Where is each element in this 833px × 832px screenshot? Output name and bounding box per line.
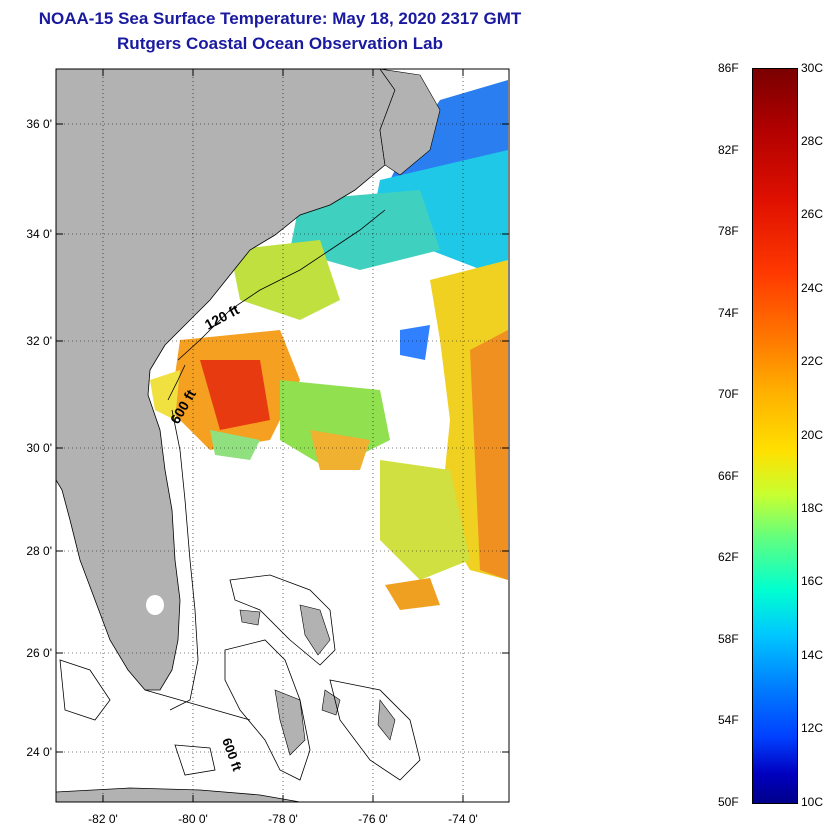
colorbar-c-24: 24C <box>801 281 824 295</box>
lat-label-30: 30 0' <box>26 441 52 455</box>
land-cuba <box>56 787 301 802</box>
land-florida-keys <box>144 689 251 721</box>
contour-label-600ft-bahamas: 600 ft <box>219 736 245 774</box>
land-outer-banks <box>379 69 441 176</box>
land-mainland <box>56 69 396 691</box>
colorbar-c-18: 18C <box>801 501 824 515</box>
colorbar-c-28: 28C <box>801 134 824 148</box>
map-content: 120 ft 600 ft 600 ft <box>56 69 509 802</box>
bathymetry-contours <box>59 209 421 781</box>
map-title: NOAA-15 Sea Surface Temperature: May 18,… <box>38 9 522 28</box>
colorbar-c-12: 12C <box>801 721 824 735</box>
colorbar-f-62: 62F <box>718 550 739 564</box>
colorbar-c-14: 14C <box>801 648 824 662</box>
lon-label-82: -82 0' <box>88 812 118 826</box>
lon-label-78: -78 0' <box>268 812 298 826</box>
lake-okeechobee <box>146 595 164 615</box>
lon-label-76: -76 0' <box>358 812 388 826</box>
lat-label-36: 36 0' <box>26 117 52 131</box>
colorbar-f-82: 82F <box>718 143 739 157</box>
temperature-colorbar <box>752 68 798 804</box>
lat-label-28: 28 0' <box>26 544 52 558</box>
colorbar-c-22: 22C <box>801 354 824 368</box>
colorbar-f-74: 74F <box>718 306 739 320</box>
colorbar-f-66: 66F <box>718 469 739 483</box>
lat-label-34: 34 0' <box>26 227 52 241</box>
land-bahamas <box>239 604 396 756</box>
frame-ticks <box>56 69 509 802</box>
lat-label-24: 24 0' <box>26 745 52 759</box>
colorbar-f-86: 86F <box>718 61 739 75</box>
sst-field <box>150 80 508 610</box>
lon-label-74: -74 0' <box>448 812 478 826</box>
colorbar-c-10: 10C <box>801 795 824 809</box>
colorbar-c-20: 20C <box>801 428 824 442</box>
map-subtitle: Rutgers Coastal Ocean Observation Lab <box>117 34 443 53</box>
lon-label-80: -80 0' <box>178 812 208 826</box>
colorbar-f-70: 70F <box>718 387 739 401</box>
colorbar-f-54: 54F <box>718 713 739 727</box>
colorbar-f-50: 50F <box>718 795 739 809</box>
colorbar-c-26: 26C <box>801 207 824 221</box>
lat-label-32: 32 0' <box>26 334 52 348</box>
colorbar-c-16: 16C <box>801 574 824 588</box>
lat-label-26: 26 0' <box>26 646 52 660</box>
colorbar-f-58: 58F <box>718 632 739 646</box>
contour-label-120ft: 120 ft <box>202 301 242 332</box>
colorbar-f-78: 78F <box>718 224 739 238</box>
colorbar-c-30: 30C <box>801 61 824 75</box>
